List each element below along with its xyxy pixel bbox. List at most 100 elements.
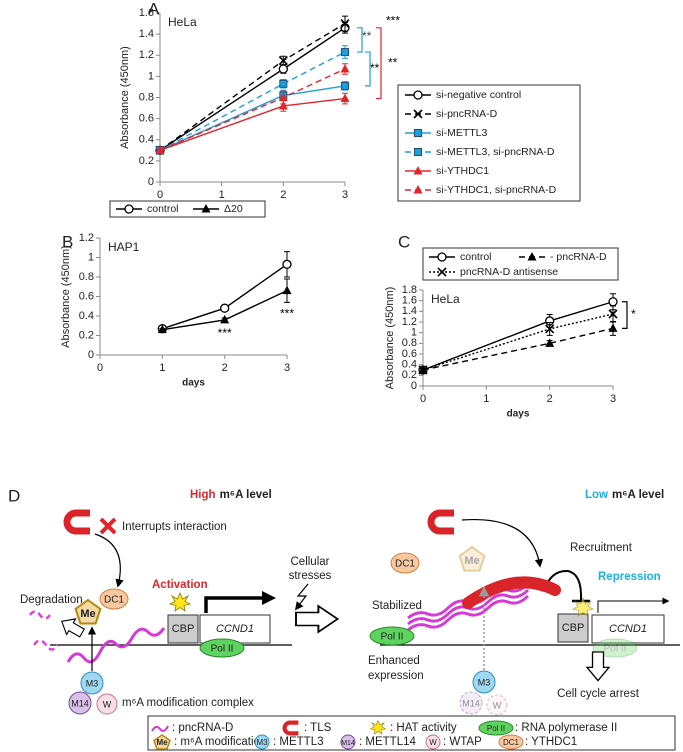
label: Pol II [604, 644, 627, 655]
y-tick-label: 1.2 [139, 49, 154, 61]
stress-bolt [294, 583, 309, 611]
significance-bracket [622, 301, 628, 329]
inhibition [544, 569, 583, 601]
legend-label: : TLS [304, 722, 332, 734]
marker [278, 100, 288, 110]
transcription-arrow [204, 596, 262, 613]
legend-icon [498, 734, 524, 750]
transcription-arrow [597, 597, 670, 613]
y-tick-label: 0.6 [139, 113, 154, 125]
legend-box [397, 84, 581, 202]
legend-icon [153, 734, 171, 750]
tls-icon [67, 513, 90, 531]
marker [608, 309, 618, 319]
marker [340, 18, 350, 29]
y-tick-label: 1 [88, 251, 94, 263]
y-tick-label: 0.4 [139, 134, 154, 146]
y-tick-label: 1 [148, 70, 154, 82]
y-tick-label: 1.4 [139, 28, 154, 40]
label: M3 [478, 677, 491, 687]
legend-label: : HAT activity [390, 722, 457, 734]
label: Pol II [381, 632, 404, 643]
tls-bound [462, 576, 561, 609]
label: stresses [289, 570, 332, 582]
label: M14 [71, 698, 89, 708]
y-tick-label: 0.2 [139, 155, 154, 167]
w-icon [96, 693, 118, 715]
legend-box [109, 200, 266, 218]
marker [157, 324, 167, 334]
left-title: High m⁶A level [190, 489, 272, 501]
legend-marker [437, 267, 447, 277]
y-tick-label: 0 [88, 349, 94, 361]
legend-box [147, 715, 676, 751]
legend-icon-label: M14 [341, 740, 355, 747]
legend-marker [527, 252, 537, 261]
annotation: *** [280, 307, 294, 321]
label: Degradation [20, 594, 83, 606]
y-tick-label: 1.2 [402, 316, 417, 328]
series-line [159, 27, 346, 151]
cbp-box [557, 613, 589, 643]
m14-icon [459, 691, 483, 715]
pol-icon [369, 626, 415, 646]
legend-label: si-pncRNA-D [436, 108, 498, 120]
significance-bracket [365, 51, 371, 87]
legend-label: : RNA polymerase II [515, 722, 617, 734]
legend-marker [201, 204, 211, 213]
x-axis-label: days [182, 378, 205, 389]
label: W [493, 700, 502, 710]
x-tick-label: 3 [342, 189, 348, 201]
faded-me: Me [458, 545, 486, 572]
y-tick-label: 0.8 [79, 271, 94, 283]
annotation: ** [370, 61, 380, 75]
legend-icon-label: Pol II [487, 724, 505, 733]
faded-complex: M14 W [459, 691, 508, 716]
panel-label: B [62, 232, 73, 251]
label: M14 [462, 698, 480, 708]
degraded-rna [28, 610, 60, 651]
label: DC1 [104, 595, 124, 606]
y-tick-label: 0.8 [402, 337, 417, 349]
label: Repression [598, 571, 661, 583]
tls-icon [431, 513, 454, 531]
legend-label: : WTAP [443, 736, 482, 748]
annotation: ** [388, 55, 398, 69]
annotation: *** [218, 326, 232, 340]
chart-title: HeLa [168, 15, 197, 29]
x-tick-label: 2 [222, 362, 228, 374]
series-line [422, 301, 614, 371]
chart-title: HAP1 [108, 240, 140, 254]
y-tick-label: 0.2 [402, 369, 417, 381]
diagram: D High m⁶A level Interrupts interaction D… [8, 486, 680, 751]
right-title: Low m⁶A level [585, 489, 664, 501]
me-icon [74, 598, 102, 625]
label: Recruitment [570, 542, 633, 554]
annotation: ** [362, 29, 372, 43]
rna [66, 627, 166, 664]
me-icon [458, 545, 486, 572]
legend-label: : METTL14 [359, 736, 416, 748]
block-x [99, 517, 117, 535]
hat-star [169, 592, 191, 612]
title: m⁶A level [612, 489, 664, 501]
legend-marker [124, 204, 134, 214]
legend-icon [340, 734, 356, 750]
label: Me [80, 608, 95, 620]
marker [340, 93, 350, 103]
legend-label: si-METTL3, si-pncRNA-D [436, 146, 555, 158]
m3-icon [80, 671, 104, 695]
marker [282, 259, 292, 269]
label: Activation [152, 579, 208, 591]
legend-label: control [147, 203, 179, 215]
label: DC1 [395, 559, 415, 570]
hollow-arrow [295, 605, 339, 633]
y-tick-label: 0.6 [402, 348, 417, 360]
x-tick-label: 1 [219, 189, 225, 201]
y-tick-label: 0.2 [79, 329, 94, 341]
marker [278, 92, 288, 101]
label: Pol II [211, 644, 234, 655]
legend-marker [414, 129, 422, 137]
marker [545, 324, 555, 334]
